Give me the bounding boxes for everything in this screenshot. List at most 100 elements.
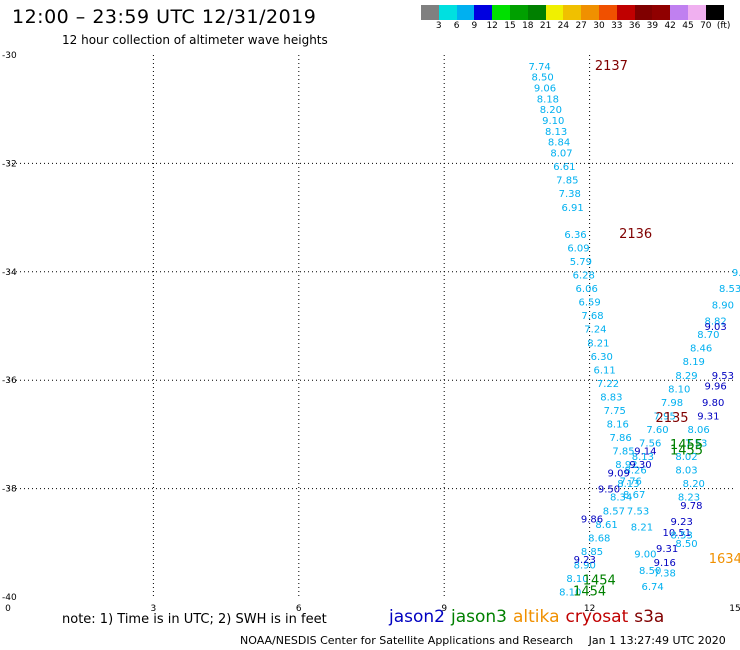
- wave-height-point: 9.23: [671, 517, 693, 528]
- legend-swatch: [670, 5, 688, 20]
- wave-height-point: 8.10: [559, 588, 581, 599]
- legend-label: 36: [628, 21, 641, 31]
- wave-height-point: 7.85: [612, 447, 634, 458]
- legend-label: 15: [504, 21, 516, 31]
- legend-label: 45: [682, 21, 694, 31]
- legend-label: 24: [557, 21, 570, 31]
- legend-swatch: [492, 5, 510, 20]
- wave-height-point: 6.09: [567, 243, 589, 254]
- track-label: 1454: [573, 585, 606, 600]
- wave-height-point: 7.95: [654, 411, 676, 422]
- wave-height-point: 5.79: [570, 257, 592, 268]
- wave-height-point: 8.20: [683, 479, 705, 490]
- wave-height-point: 7.74: [529, 62, 551, 73]
- wave-height-point: 8.82: [704, 317, 726, 328]
- color-legend-labels: 3 6 9 12 15 18 21 24 27 30 33 36 39 42 45 70 (ft): [421, 21, 730, 33]
- wave-height-point: 8.10: [566, 574, 588, 585]
- wave-height-point: 7.68: [581, 311, 603, 322]
- legend-label: 3: [435, 21, 442, 31]
- wave-height-point: 8.67: [623, 490, 645, 501]
- track-label: 1454: [583, 574, 616, 589]
- wave-height-point: 6.11: [593, 365, 615, 376]
- legend-label: 42: [664, 21, 676, 31]
- credit-text: NOAA/NESDIS Center for Satellite Applica…: [240, 634, 574, 647]
- wave-height-point: 8.18: [537, 94, 559, 105]
- wave-height-point: 8.29: [675, 371, 697, 382]
- legend-label: 6: [453, 21, 460, 31]
- track-label: 1634: [709, 552, 740, 567]
- wave-height-point: 8.20: [540, 105, 562, 116]
- wave-height-point: 9.03: [704, 322, 726, 333]
- wave-height-point: 8.85: [581, 547, 603, 558]
- wave-height-point: 9.06: [534, 84, 556, 95]
- legend-label: 27: [575, 21, 587, 31]
- credit-line: NOAA/NESDIS Center for Satellite Applica…: [240, 634, 726, 647]
- wave-height-point: 8.26: [625, 466, 647, 477]
- legend-label: 21: [539, 21, 552, 31]
- wave-height-point: 8.02: [675, 452, 697, 463]
- y-tick-label: -30: [2, 51, 17, 61]
- legend-swatch: [456, 5, 475, 20]
- legend-swatch: [545, 5, 564, 20]
- wave-height-point: 8.53: [719, 284, 740, 295]
- wave-height-point: 10.51: [663, 528, 692, 539]
- wave-height-point: 8.50: [675, 539, 697, 550]
- wave-height-point: 9.10: [542, 116, 564, 127]
- legend-label: 12: [486, 21, 498, 31]
- wave-height-point: 6.36: [564, 230, 586, 241]
- x-tick-label: 12: [584, 604, 595, 614]
- satellite-cryosat: cryosat: [565, 607, 629, 627]
- wave-height-point: 8.90: [574, 560, 596, 571]
- track-label: 2137: [595, 59, 628, 74]
- wave-height-point: 8.57: [603, 506, 625, 517]
- wave-height-point: 9.53: [712, 371, 734, 382]
- wave-height-point: 8.68: [588, 533, 610, 544]
- legend-label: 33: [611, 21, 623, 31]
- wave-height-point: 8.10: [668, 384, 690, 395]
- wave-height-point: 9.50: [598, 485, 620, 496]
- wave-height-point: 7.86: [609, 433, 631, 444]
- x-tick-label: 15: [729, 604, 740, 614]
- wave-height-point: 8.90: [712, 300, 734, 311]
- wave-height-point: 8.07: [550, 149, 572, 160]
- wave-height-point: 9.23: [574, 555, 596, 566]
- x-tick-label: 9: [441, 604, 447, 614]
- legend-swatch: [705, 5, 724, 20]
- y-tick-label: -36: [2, 376, 17, 386]
- timestamp: Jan 1 13:27:49 UTC 2020: [588, 634, 726, 647]
- wave-height-point: 8.50: [531, 73, 553, 84]
- wave-height-point: 8.21: [631, 523, 653, 534]
- legend-swatch: [527, 5, 546, 20]
- wave-height-point: 7.56: [639, 439, 661, 450]
- wave-height-point: 8.16: [607, 420, 629, 431]
- wave-height-point: 9.31: [656, 544, 678, 555]
- wave-height-point: 7.85: [556, 176, 578, 187]
- legend-swatch: [634, 5, 653, 20]
- legend-swatch: [563, 5, 582, 20]
- wave-height-point: 9.78: [680, 501, 702, 512]
- track-label: 2135: [655, 411, 688, 426]
- wave-height-point: 8.23: [678, 493, 700, 504]
- wave-height-point: 8.19: [683, 357, 705, 368]
- legend-swatch: [616, 5, 635, 20]
- wave-height-point: 9.00: [634, 550, 656, 561]
- wave-height-point: 7.22: [597, 379, 619, 390]
- units-note: note: 1) Time is in UTC; 2) SWH is in fe…: [62, 612, 327, 627]
- y-tick-label: -32: [2, 159, 17, 169]
- wave-height-point: 7.53: [685, 439, 707, 450]
- wave-height-point: 9.86: [581, 514, 603, 525]
- wave-height-point: 9.30: [629, 460, 651, 471]
- track-label: 1455: [670, 444, 703, 459]
- wave-height-point: 8.03: [675, 466, 697, 477]
- legend-swatch: [581, 5, 599, 20]
- satellite-altika: altika: [513, 607, 560, 627]
- wave-height-point: 9.09: [608, 468, 630, 479]
- legend-swatch: [438, 5, 457, 20]
- wave-height-point: 9.80: [702, 398, 724, 409]
- wave-height-point: 8.13: [617, 479, 639, 490]
- legend-label: 18: [522, 21, 534, 31]
- wave-height-point: 8.13: [632, 452, 654, 463]
- legend-swatch: [652, 5, 671, 20]
- wave-height-point: 9.31: [697, 411, 719, 422]
